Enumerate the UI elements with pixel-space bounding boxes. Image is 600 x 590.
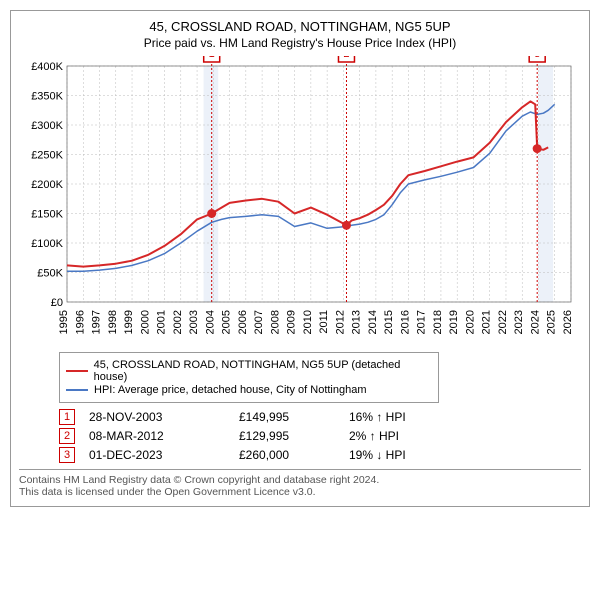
footer-line: This data is licensed under the Open Gov… (19, 486, 581, 498)
sale-row: 2 08-MAR-2012 £129,995 2% ↑ HPI (59, 428, 581, 444)
sale-marker-box: 1 (59, 409, 75, 425)
legend-label: 45, CROSSLAND ROAD, NOTTINGHAM, NG5 5UP … (94, 359, 432, 383)
svg-text:2015: 2015 (383, 310, 395, 334)
footer: Contains HM Land Registry data © Crown c… (19, 469, 581, 498)
svg-text:2012: 2012 (334, 310, 346, 334)
svg-text:2: 2 (343, 56, 349, 60)
svg-text:2005: 2005 (221, 310, 233, 334)
legend-item: 45, CROSSLAND ROAD, NOTTINGHAM, NG5 5UP … (66, 359, 432, 383)
svg-text:1999: 1999 (123, 310, 135, 334)
svg-text:2002: 2002 (172, 310, 184, 334)
legend-swatch (66, 389, 88, 391)
svg-text:2011: 2011 (318, 310, 330, 334)
svg-text:2007: 2007 (253, 310, 265, 334)
svg-text:2026: 2026 (562, 310, 574, 334)
svg-text:£300K: £300K (31, 120, 63, 132)
sale-pct: 2% ↑ HPI (349, 429, 449, 443)
svg-text:2022: 2022 (497, 310, 509, 334)
sale-price: £129,995 (239, 429, 349, 443)
sale-date: 28-NOV-2003 (89, 410, 239, 424)
chart-subtitle: Price paid vs. HM Land Registry's House … (19, 36, 581, 50)
svg-text:1997: 1997 (91, 310, 103, 334)
svg-text:£50K: £50K (37, 268, 63, 280)
svg-text:1995: 1995 (58, 310, 70, 334)
sale-price: £149,995 (239, 410, 349, 424)
svg-text:3: 3 (534, 56, 540, 60)
sale-date: 08-MAR-2012 (89, 429, 239, 443)
sale-pct: 19% ↓ HPI (349, 448, 449, 462)
svg-text:£150K: £150K (31, 209, 63, 221)
svg-text:2009: 2009 (286, 310, 298, 334)
svg-text:2020: 2020 (464, 310, 476, 334)
legend-swatch (66, 370, 88, 372)
svg-text:£200K: £200K (31, 179, 63, 191)
svg-text:2010: 2010 (302, 310, 314, 334)
svg-text:2018: 2018 (432, 310, 444, 334)
legend-label: HPI: Average price, detached house, City… (94, 384, 367, 396)
footer-line: Contains HM Land Registry data © Crown c… (19, 474, 581, 486)
svg-text:2001: 2001 (156, 310, 168, 334)
sale-row: 1 28-NOV-2003 £149,995 16% ↑ HPI (59, 409, 581, 425)
svg-text:2003: 2003 (188, 310, 200, 334)
chart-area: £0 £50K £100K £150K £200K £250K £300K £350K £400… (19, 56, 581, 346)
svg-text:£100K: £100K (31, 238, 63, 250)
svg-text:2017: 2017 (416, 310, 428, 334)
svg-text:2013: 2013 (351, 310, 363, 334)
line-chart: £0 £50K £100K £150K £200K £250K £300K £350K £400… (19, 56, 579, 346)
svg-text:2008: 2008 (269, 310, 281, 334)
sale-row: 3 01-DEC-2023 £260,000 19% ↓ HPI (59, 447, 581, 463)
svg-text:2025: 2025 (546, 310, 558, 334)
sale-price: £260,000 (239, 448, 349, 462)
svg-text:£400K: £400K (31, 61, 63, 73)
sale-marker-box: 2 (59, 428, 75, 444)
svg-text:2014: 2014 (367, 310, 379, 334)
svg-text:2019: 2019 (448, 310, 460, 334)
svg-text:1: 1 (209, 56, 215, 60)
sale-date: 01-DEC-2023 (89, 448, 239, 462)
svg-text:2023: 2023 (513, 310, 525, 334)
svg-text:1996: 1996 (74, 310, 86, 334)
svg-text:2024: 2024 (529, 310, 541, 334)
chart-title: 45, CROSSLAND ROAD, NOTTINGHAM, NG5 5UP (19, 19, 581, 34)
legend-item: HPI: Average price, detached house, City… (66, 384, 432, 396)
legend: 45, CROSSLAND ROAD, NOTTINGHAM, NG5 5UP … (59, 352, 439, 403)
svg-text:2004: 2004 (204, 310, 216, 334)
svg-text:£350K: £350K (31, 91, 63, 103)
sale-pct: 16% ↑ HPI (349, 410, 449, 424)
svg-text:2021: 2021 (481, 310, 493, 334)
svg-text:2016: 2016 (399, 310, 411, 334)
svg-text:2006: 2006 (237, 310, 249, 334)
svg-text:£250K: £250K (31, 150, 63, 162)
svg-text:1998: 1998 (107, 310, 119, 334)
sales-table: 1 28-NOV-2003 £149,995 16% ↑ HPI 2 08-MA… (59, 409, 581, 463)
svg-text:2000: 2000 (139, 310, 151, 334)
sale-marker-box: 3 (59, 447, 75, 463)
chart-card: 45, CROSSLAND ROAD, NOTTINGHAM, NG5 5UP … (10, 10, 590, 507)
svg-text:£0: £0 (51, 297, 63, 309)
